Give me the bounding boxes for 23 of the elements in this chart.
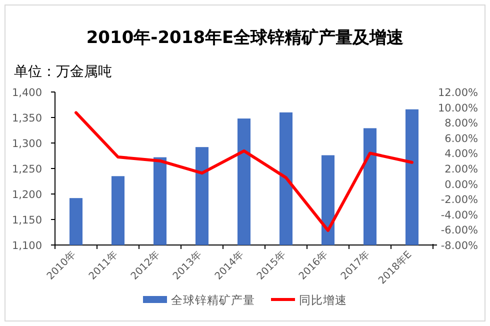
y2-tick-label: -6.00% [440,224,478,237]
y2-tick-label: 2.00% [444,164,478,176]
y-tick-label: 1,150 [12,214,42,226]
y-tick-label: 1,350 [12,112,42,124]
chart-title: 2010年-2018年E全球锌精矿产量及增速 [86,28,404,48]
y2-tick-label: -4.00% [440,209,478,222]
y2-tick-label: 6.00% [444,132,478,145]
legend-label: 全球锌精矿产量 [171,293,255,307]
y-tick-label: 1,250 [12,164,42,176]
y2-tick-label: -8.00% [440,240,478,252]
y2-tick-label: 4.00% [444,148,478,160]
y2-tick-label: 12.00% [438,87,478,99]
y2-tick-label: 10.00% [438,102,478,114]
y2-tick-label: -2.00% [440,194,478,206]
y-tick-label: 1,300 [12,138,42,150]
y2-tick-label: 8.00% [444,118,478,130]
y-tick-label: 1,100 [12,240,42,252]
legend-label: 同比增速 [299,293,347,307]
chart-subtitle: 单位：万金属吨 [14,64,112,80]
y-tick-label: 1,400 [12,87,42,99]
y2-tick-label: 0.00% [444,178,478,191]
line-series [74,111,414,232]
y-tick-label: 1,200 [12,189,42,201]
